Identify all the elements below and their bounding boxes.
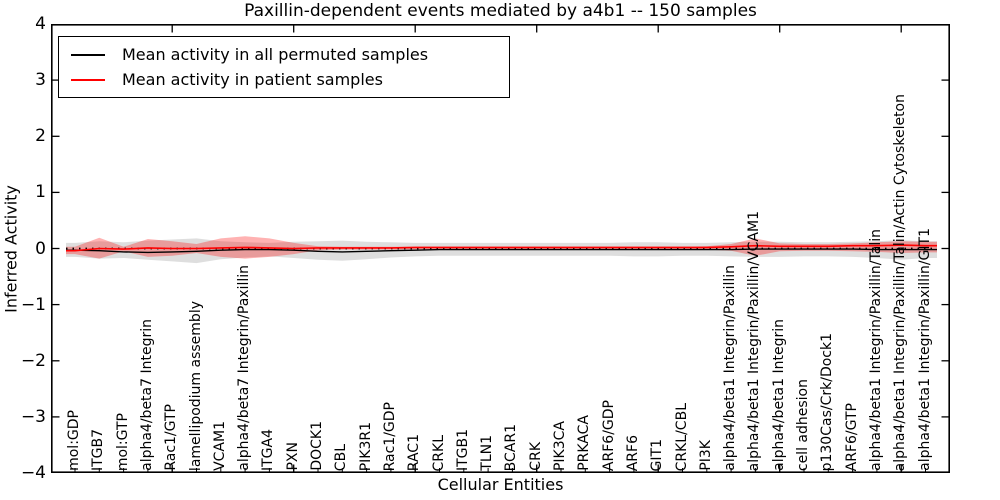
- y-tick-label: 3: [35, 70, 46, 91]
- x-tick-label: RAC1: [406, 433, 423, 471]
- x-tick-label: mol:GTP: [114, 412, 131, 471]
- x-tick-label: alpha4/beta1 Integrin/Paxillin/VCAM1: [746, 210, 763, 471]
- x-tick-label: alpha4/beta7 Integrin/Paxillin: [236, 265, 253, 471]
- x-tick-label: cell adhesion: [795, 378, 811, 471]
- legend-line-black-icon: [71, 53, 105, 56]
- legend: Mean activity in all permuted samples Me…: [58, 36, 510, 98]
- y-tick-label: −1: [20, 294, 46, 315]
- y-tick-label: 2: [35, 126, 46, 147]
- x-tick-label: Rac1/GDP: [381, 401, 398, 471]
- legend-line-red-icon: [71, 78, 105, 81]
- x-tick-label: BCAR1: [503, 423, 520, 471]
- x-tick-label: PI3K: [697, 440, 714, 471]
- x-tick-label: ITGA4: [260, 428, 277, 471]
- patient-mean-line: [66, 244, 937, 252]
- x-tick-label: mol:GDP: [66, 410, 82, 471]
- chart-title: Paxillin-dependent events mediated by a4…: [244, 1, 757, 21]
- x-axis-label: Cellular Entities: [437, 475, 564, 494]
- x-tick-label: ARF6/GTP: [843, 402, 860, 471]
- y-tick-label: −3: [20, 406, 46, 427]
- y-tick-label: 4: [35, 14, 46, 34]
- x-tick-label: alpha4/beta7 Integrin: [138, 319, 155, 471]
- x-tick-label: p130Cas/Crk/Dock1: [819, 332, 836, 471]
- x-tick-label: alpha4/beta1 Integrin/Paxillin/Talin/Act…: [892, 93, 909, 471]
- permuted-samples-spread-band: [66, 238, 937, 264]
- x-tick-label: ARF6/GDP: [600, 399, 617, 471]
- x-tick-label: ARF6: [624, 434, 641, 471]
- x-tick-label: CRKL/CBL: [673, 402, 690, 471]
- plot-area: mol:GDP ITGB7 mol:GTP alpha4/beta7 Integrin…: [51, 24, 950, 473]
- y-tick-label: 1: [35, 182, 46, 203]
- y-tick-label: −4: [20, 463, 46, 483]
- x-tick-label: alpha4/beta1 Integrin: [770, 319, 787, 471]
- y-tick-label: 0: [35, 238, 46, 259]
- x-tick-label: PIK3CA: [552, 420, 568, 471]
- y-tick-label: −2: [20, 350, 46, 371]
- legend-entry-permuted: Mean activity in all permuted samples: [71, 45, 503, 64]
- x-tick-label: ITGB7: [90, 428, 107, 471]
- x-tick-label: lamellipodium assembly: [187, 300, 204, 471]
- x-tick-label: TLN1: [479, 435, 496, 471]
- permuted-mean-line: [66, 248, 937, 254]
- x-tick-label: Rac1/GTP: [163, 404, 180, 471]
- x-tick-label: CBL: [333, 443, 350, 471]
- x-tick-label: DOCK1: [309, 421, 325, 471]
- chart-canvas: [51, 24, 950, 473]
- x-tick-label: ITGB1: [454, 428, 471, 471]
- x-tick-label: PIK3R1: [357, 421, 374, 471]
- x-tick-label: alpha4/beta1 Integrin/Paxillin/GIT1: [916, 228, 933, 471]
- x-tick-label: VCAM1: [211, 421, 228, 471]
- x-tick-label: CRKL: [430, 434, 447, 471]
- x-tick-label: CRK: [527, 442, 544, 471]
- x-tick-label: GIT1: [649, 438, 666, 471]
- x-tick-label: alpha4/beta1 Integrin/Paxillin: [722, 265, 739, 471]
- x-tick-label: PRKACA: [576, 415, 593, 471]
- legend-label-permuted: Mean activity in all permuted samples: [122, 45, 429, 64]
- legend-entry-patient: Mean activity in patient samples: [71, 70, 503, 89]
- axes-frame: [51, 24, 950, 473]
- legend-label-patient: Mean activity in patient samples: [122, 70, 383, 89]
- x-tick-label: PXN: [284, 442, 301, 471]
- x-tick-label: alpha4/beta1 Integrin/Paxillin/Talin: [867, 229, 884, 471]
